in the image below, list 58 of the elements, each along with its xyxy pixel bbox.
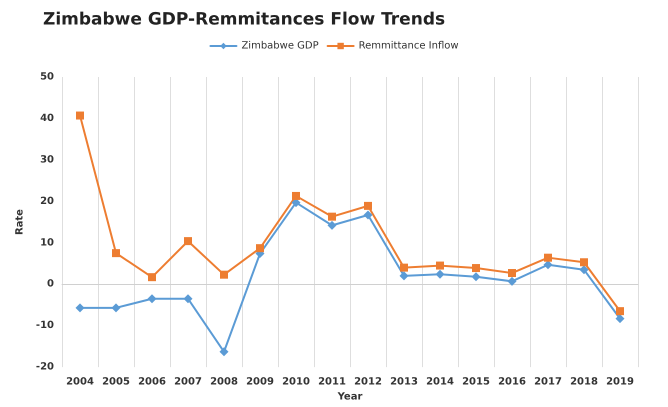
y-tick-label: 0	[47, 278, 54, 290]
y-tick-label: 50	[40, 72, 54, 82]
x-tick-label: 2016	[498, 376, 526, 388]
point	[508, 269, 516, 278]
x-tick-label: 2017	[534, 376, 562, 388]
point	[220, 270, 228, 279]
point	[292, 192, 300, 200]
x-tick-label: 2015	[462, 376, 490, 388]
point	[328, 212, 336, 221]
y-axis-title: Rate	[14, 208, 26, 236]
y-tick-label: 10	[40, 237, 54, 248]
point	[472, 272, 480, 282]
point	[580, 265, 588, 274]
chart-title: Zimbabwe GDP-Remmitances Flow Trends	[43, 10, 446, 30]
y-tick-label: -10	[36, 320, 54, 332]
point	[76, 303, 84, 312]
x-tick-label: 2011	[318, 376, 346, 388]
point	[148, 273, 156, 282]
x-tick-label: 2004	[66, 376, 94, 388]
point	[364, 210, 372, 220]
point	[148, 294, 156, 304]
point	[220, 347, 228, 356]
x-tick-label: 2008	[210, 376, 238, 388]
point	[580, 258, 588, 266]
point	[112, 249, 120, 258]
x-tick-label: 2005	[102, 376, 130, 388]
point	[400, 271, 408, 280]
y-tick-label: 40	[40, 112, 54, 124]
x-tick-label: 2007	[174, 376, 202, 388]
point	[184, 294, 192, 304]
point	[508, 276, 516, 286]
x-tick-label: 2006	[138, 376, 166, 388]
y-tick-label: 20	[40, 196, 54, 207]
x-tick-label: 2013	[390, 376, 418, 388]
legend-label: Zimbabwe GDP	[241, 40, 319, 52]
point	[112, 303, 120, 312]
point	[616, 307, 624, 316]
point	[616, 314, 624, 324]
legend-label: Remmittance Inflow	[358, 40, 459, 52]
x-axis-title: Year	[336, 392, 362, 402]
x-tick-label: 2009	[246, 376, 274, 388]
x-tick-label: 2019	[606, 376, 634, 388]
x-tick-label: 2010	[282, 376, 310, 388]
point	[364, 202, 372, 210]
x-tick-label: 2014	[426, 376, 454, 388]
y-tick-label: -20	[36, 362, 54, 373]
point	[184, 237, 192, 246]
point	[544, 254, 552, 262]
y-tick-label: 30	[40, 154, 54, 166]
point	[256, 244, 264, 252]
point	[76, 112, 84, 120]
x-tick-label: 2018	[570, 376, 598, 388]
point	[436, 270, 444, 279]
point	[436, 262, 444, 270]
point	[400, 264, 408, 272]
point	[328, 220, 336, 230]
x-tick-label: 2012	[354, 376, 382, 388]
point	[472, 264, 480, 272]
